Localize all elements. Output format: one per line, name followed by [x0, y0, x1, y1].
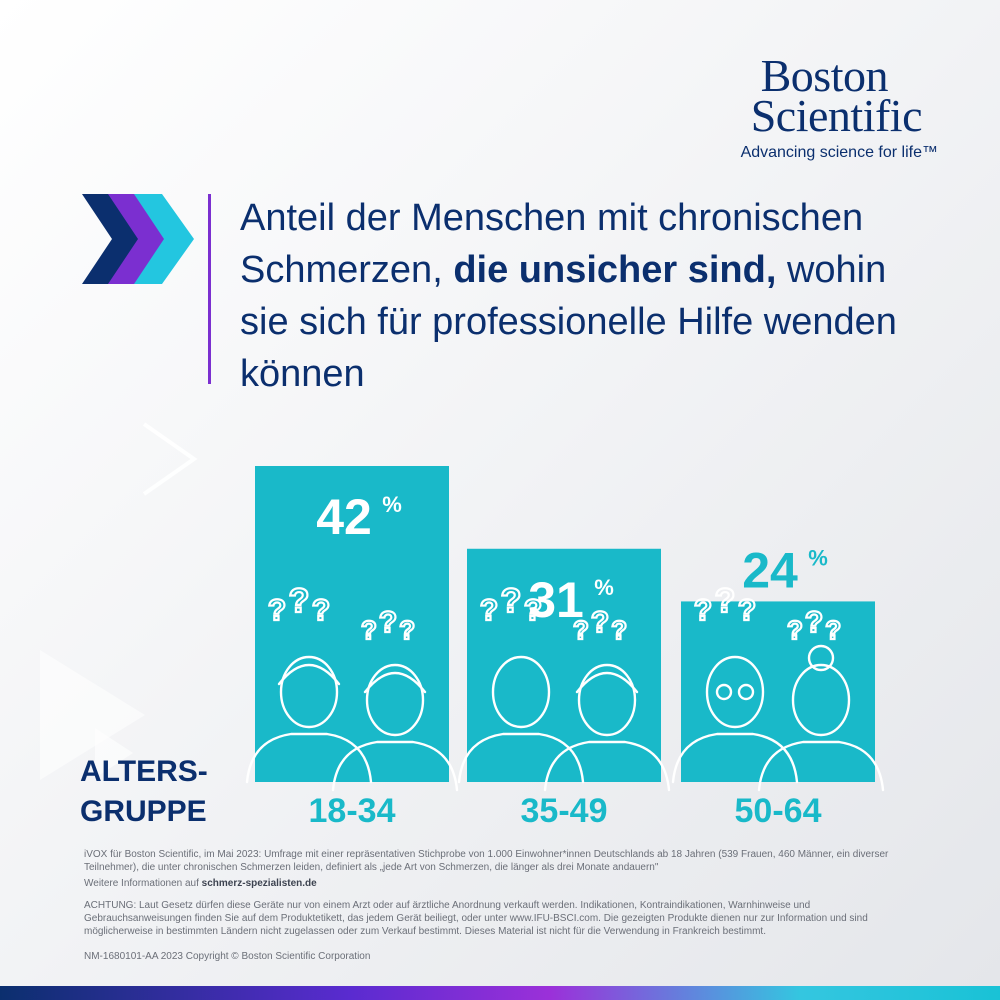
question-mark-icon: ?: [825, 615, 841, 645]
age-group-label-line2: GRUPPE: [80, 795, 207, 828]
brand-tagline: Advancing science for life™: [740, 144, 938, 161]
value-label: 24: [742, 542, 798, 598]
category-label: 35-49: [521, 792, 608, 830]
page-title: Anteil der Menschen mit chronischen Schm…: [240, 192, 930, 400]
footer-warning: ACHTUNG: Laut Gesetz dürfen diese Geräte…: [84, 900, 868, 937]
question-mark-icon: ?: [805, 606, 823, 639]
category-label: 18-34: [309, 792, 396, 830]
age-group-label: ALTERS- GRUPPE: [80, 752, 208, 832]
footer-copyright: NM-1680101-AA 2023 Copyright © Boston Sc…: [84, 951, 371, 962]
bottom-gradient-bar: [0, 986, 1000, 1000]
question-mark-icon: ?: [787, 615, 803, 645]
heading-divider: [208, 194, 211, 384]
value-unit: %: [808, 545, 828, 570]
question-mark-icon: ?: [480, 594, 498, 627]
footer-more-info-link[interactable]: schmerz-spezialisten.de: [201, 878, 317, 889]
question-mark-icon: ?: [312, 594, 330, 627]
value-label: 42: [316, 489, 372, 545]
footer-more-info-prefix: Weitere Informationen auf: [84, 878, 202, 889]
question-mark-icon: ?: [694, 594, 712, 627]
people-icon: ??????: [457, 581, 671, 792]
brand-name-line2: Scientific: [750, 90, 923, 141]
question-mark-icon: ?: [361, 615, 377, 645]
question-mark-icon: ?: [611, 615, 627, 645]
question-mark-icon: ?: [591, 606, 609, 639]
footer-source-text: iVOX für Boston Scientific, im Mai 2023:…: [84, 849, 889, 873]
question-mark-icon: ?: [501, 582, 522, 620]
title-part2: wohin sie sich für professionelle Hilfe …: [240, 249, 897, 395]
value-unit: %: [382, 492, 402, 517]
bar-18-34: [255, 466, 449, 782]
people-icon: ??????: [671, 581, 885, 792]
play-outline-icon: [142, 422, 198, 496]
footer-more-info: Weitere Informationen auf schmerz-spezia…: [84, 877, 920, 890]
people-icon: ??????: [245, 581, 459, 792]
question-mark-icon: ?: [524, 594, 542, 627]
play-small-icon: [95, 728, 133, 778]
question-mark-icon: ?: [715, 582, 736, 620]
value-unit: %: [594, 575, 614, 600]
question-mark-icon: ?: [573, 615, 589, 645]
footer-source: iVOX für Boston Scientific, im Mai 2023:…: [84, 848, 920, 890]
age-group-label-line1: ALTERS-: [80, 755, 208, 788]
question-mark-icon: ?: [289, 582, 310, 620]
chevrons-icon: [82, 194, 194, 284]
title-bold: die unsicher sind,: [453, 249, 777, 291]
play-large-icon: [40, 650, 145, 780]
question-mark-icon: ?: [268, 594, 286, 627]
bar-50-64: [681, 601, 875, 782]
title-part1: Anteil der Menschen mit chronischen Schm…: [240, 197, 864, 291]
question-mark-icon: ?: [399, 615, 415, 645]
question-mark-icon: ?: [738, 594, 756, 627]
value-label: 31: [528, 572, 584, 628]
brand-name-line1: Boston: [760, 50, 889, 101]
question-mark-icon: ?: [379, 606, 397, 639]
brand-logo: Boston Scientific Advancing science for …: [741, 50, 938, 162]
category-label: 50-64: [735, 792, 822, 830]
